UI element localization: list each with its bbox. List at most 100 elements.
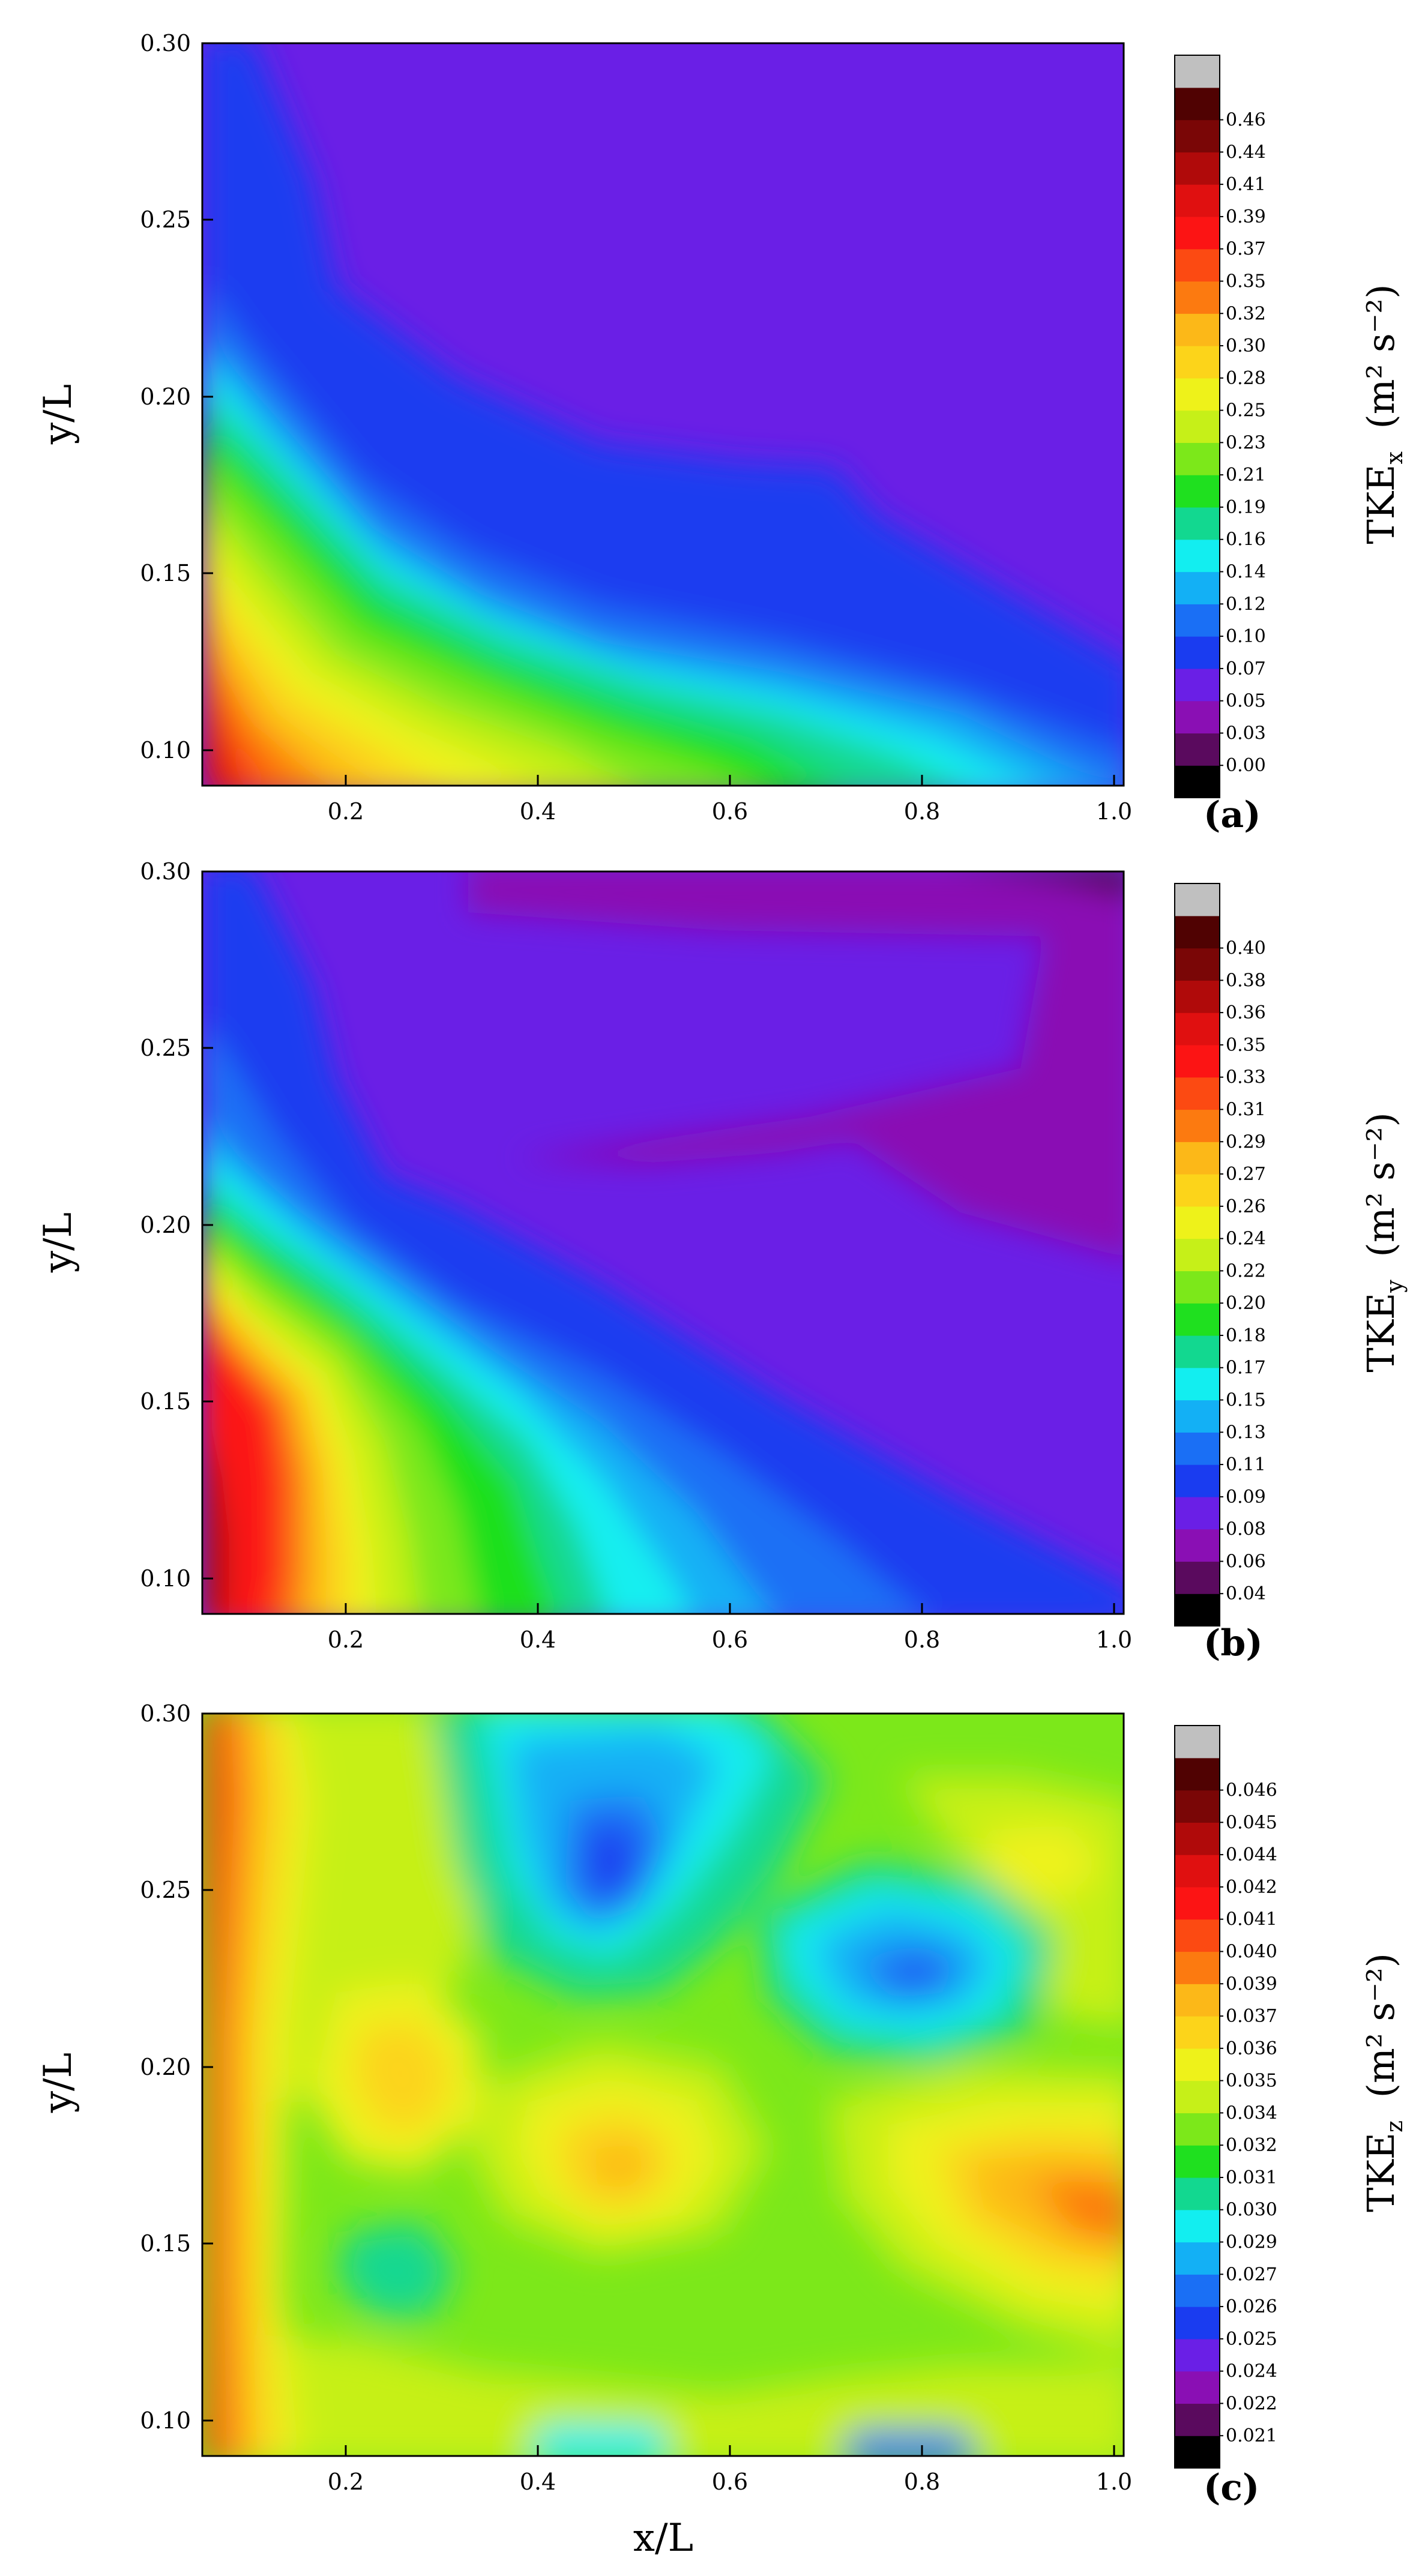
- x-tick-label: 0.8: [904, 798, 940, 825]
- colorbar-swatch: [1175, 1238, 1220, 1271]
- y-tick-label: 0.20: [140, 2054, 191, 2080]
- y-tick-labels-a: 0.10 0.15 0.20 0.25 0.30: [140, 30, 191, 763]
- y-tick-label: 0.15: [140, 560, 191, 586]
- ticks-a: [202, 42, 1115, 786]
- colorbar-swatch: [1175, 410, 1220, 443]
- colorbar-swatch: [1175, 2242, 1220, 2275]
- y-tick-label: 0.25: [140, 1877, 191, 1903]
- colorbar-c: 0.021 0.022 0.024 0.025 0.026 0.027 0.029 0.030…: [1174, 1725, 1277, 2469]
- colorbar-swatch: [1175, 2177, 1220, 2210]
- colorbar-swatch: [1175, 2338, 1220, 2372]
- colorbar-level-label: 0.23: [1226, 432, 1266, 453]
- colorbar-level-label: 0.28: [1226, 368, 1266, 389]
- x-tick-label: 0.6: [712, 2469, 748, 2495]
- panel-label-b: (b): [1204, 1622, 1263, 1664]
- colorbar-swatch: [1175, 1367, 1220, 1401]
- colorbar-title-units: (m² s⁻²): [1359, 1112, 1403, 1257]
- colorbar-swatch: [1175, 765, 1220, 798]
- colorbar-title-main: TKE: [1359, 465, 1403, 544]
- colorbar-level-label: 0.09: [1226, 1487, 1266, 1508]
- colorbar-level-label: 0.031: [1226, 2167, 1277, 2188]
- colorbar-swatch: [1175, 2016, 1220, 2049]
- colorbar-level-label: 0.35: [1226, 271, 1266, 292]
- x-tick-label: 0.2: [328, 2469, 364, 2495]
- colorbar-level-label: 0.35: [1226, 1035, 1266, 1056]
- colorbar-swatch: [1175, 539, 1220, 573]
- colorbar-swatch: [1175, 2436, 1220, 2469]
- colorbar-level-label: 0.25: [1226, 400, 1266, 421]
- colorbar-level-label: 0.30: [1226, 336, 1266, 357]
- panel-label-a: (a): [1204, 794, 1261, 836]
- x-tick-label: 0.4: [520, 2469, 556, 2495]
- y-tick-label: 0.15: [140, 1388, 191, 1415]
- colorbar-level-label: 0.024: [1226, 2361, 1277, 2382]
- x-tick-label: 0.4: [520, 1627, 556, 1653]
- colorbar-level-label: 0.035: [1226, 2071, 1277, 2092]
- plot-frame-a: [201, 42, 1125, 787]
- colorbar-swatch: [1175, 1400, 1220, 1433]
- colorbar-swatch: [1175, 571, 1220, 604]
- field-b-band-violet: [468, 871, 1124, 1258]
- colorbar-frame: [1174, 55, 1220, 798]
- colorbar-swatch: [1175, 636, 1220, 669]
- colorbar-swatch: [1175, 668, 1220, 702]
- contour-field-c: [202, 1714, 1124, 2456]
- field-c-spot-cyan-bottom: [531, 2425, 669, 2456]
- colorbar-level-label: 0.042: [1226, 1877, 1277, 1898]
- colorbar-level-label: 0.034: [1226, 2102, 1277, 2123]
- colorbar-swatch: [1175, 475, 1220, 508]
- colorbar-title-units: (m² s⁻²): [1359, 1953, 1403, 2098]
- colorbar-level-label: 0.045: [1226, 1812, 1277, 1833]
- colorbar-swatch: [1175, 2113, 1220, 2146]
- colorbar-level-label: 0.20: [1226, 1293, 1266, 1314]
- colorbar-level-label: 0.032: [1226, 2135, 1277, 2156]
- colorbar-level-label: 0.24: [1226, 1229, 1266, 1250]
- x-tick-label: 0.6: [712, 1627, 748, 1653]
- colorbar-level-label: 0.19: [1226, 497, 1266, 518]
- colorbar-swatch: [1175, 604, 1220, 637]
- x-tick-label: 0.8: [904, 2469, 940, 2495]
- colorbar-swatch: [1175, 1529, 1220, 1562]
- field-c-blob-orange-center: [594, 2143, 648, 2191]
- colorbar-level-label: 0.037: [1226, 2006, 1277, 2027]
- colorbar-swatch: [1175, 1951, 1220, 1984]
- colorbar-swatch: [1175, 1044, 1220, 1078]
- y-tick-label: 0.20: [140, 1212, 191, 1238]
- colorbar-title-sub: y: [1381, 1280, 1408, 1293]
- colorbar-swatch: [1175, 1142, 1220, 1175]
- colorbar-swatch: [1175, 2048, 1220, 2081]
- colorbar-swatch: [1175, 346, 1220, 379]
- colorbar-level-label: 0.03: [1226, 723, 1266, 744]
- colorbar-swatch: [1175, 87, 1220, 121]
- colorbar-swatch: [1175, 2145, 1220, 2178]
- x-tick-label: 1.0: [1096, 1627, 1132, 1653]
- colorbar-level-label: 0.06: [1226, 1551, 1266, 1572]
- colorbar-title-a: TKEx (m² s⁻²): [1359, 284, 1408, 544]
- colorbar-swatch: [1175, 378, 1220, 411]
- colorbar-level-label: 0.046: [1226, 1780, 1277, 1801]
- x-tick-label: 0.6: [712, 798, 748, 825]
- colorbar-title-c: TKEz (m² s⁻²): [1359, 1953, 1408, 2212]
- colorbar-level-label: 0.21: [1226, 465, 1266, 486]
- colorbar-level-label: 0.44: [1226, 142, 1266, 163]
- y-axis-title-b: y/L: [36, 1212, 80, 1273]
- colorbar-swatch: [1175, 1077, 1220, 1110]
- colorbar-level-label: 0.041: [1226, 1909, 1277, 1930]
- colorbar-level-label: 0.026: [1226, 2296, 1277, 2317]
- x-tick-label: 0.8: [904, 1627, 940, 1653]
- y-tick-label: 0.25: [140, 1035, 191, 1061]
- colorbar-level-label: 0.27: [1226, 1164, 1266, 1185]
- x-tick-labels-b: 0.2 0.4 0.6 0.8 1.0: [328, 1627, 1132, 1653]
- colorbar-level-label: 0.32: [1226, 303, 1266, 324]
- colorbar-level-label: 0.05: [1226, 691, 1266, 712]
- colorbar-swatch: [1175, 1109, 1220, 1142]
- colorbar-swatch: [1175, 733, 1220, 766]
- colorbar-level-label: 0.36: [1226, 1002, 1266, 1023]
- colorbar-swatch: [1175, 1335, 1220, 1368]
- x-tick-label: 1.0: [1096, 798, 1132, 825]
- colorbar-swatch: [1175, 1206, 1220, 1239]
- colorbar-title-main: TKE: [1359, 1293, 1403, 1373]
- colorbar-swatch: [1175, 700, 1220, 734]
- colorbar-swatch: [1175, 119, 1220, 152]
